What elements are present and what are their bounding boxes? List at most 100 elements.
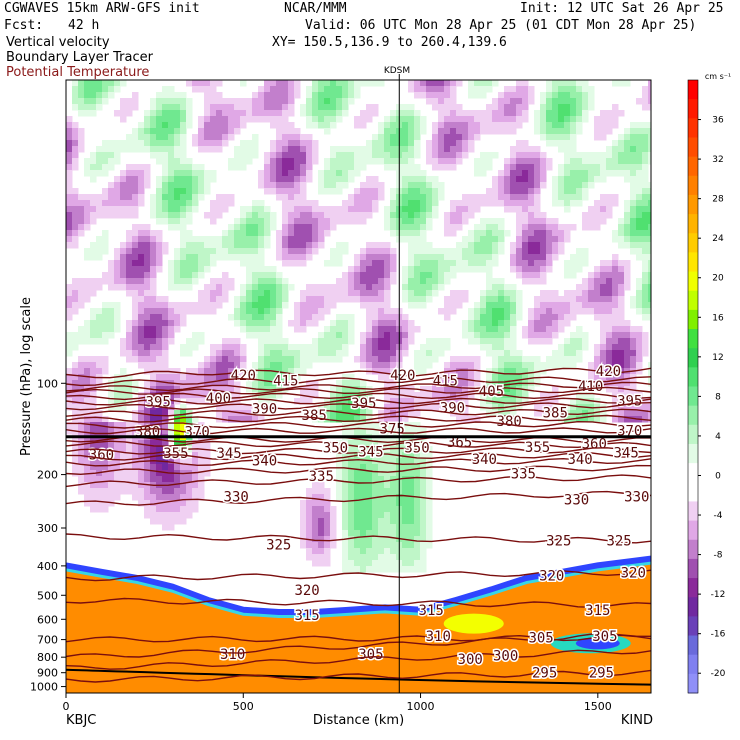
vv-cell <box>258 320 265 327</box>
vv-cell <box>204 254 211 261</box>
vv-cell <box>546 116 553 123</box>
vv-cell <box>648 146 651 153</box>
vv-cell <box>546 362 553 369</box>
vv-cell <box>468 122 475 129</box>
vv-cell <box>144 428 151 435</box>
vv-cell <box>246 266 253 273</box>
vv-cell <box>132 284 139 291</box>
vv-cell <box>636 200 643 207</box>
vv-cell <box>378 422 385 429</box>
vv-cell <box>480 224 487 231</box>
vv-cell <box>210 284 217 291</box>
vv-cell <box>72 188 79 195</box>
vv-cell <box>606 326 613 333</box>
vv-cell <box>414 518 421 525</box>
vv-cell <box>276 356 283 363</box>
vv-cell <box>450 206 457 213</box>
vv-cell <box>294 236 301 243</box>
vv-cell <box>114 464 121 471</box>
vv-cell <box>240 236 247 243</box>
vv-cell <box>186 428 193 435</box>
vv-cell <box>390 206 397 213</box>
vv-cell <box>408 122 415 129</box>
vv-cell <box>276 314 283 321</box>
colorbar-swatch <box>688 290 698 311</box>
vv-cell <box>468 134 475 141</box>
vv-cell <box>450 116 457 123</box>
vv-cell <box>414 278 421 285</box>
vv-cell <box>360 410 367 417</box>
vv-cell <box>90 494 97 501</box>
vv-cell <box>174 482 181 489</box>
vv-cell <box>558 320 565 327</box>
vv-cell <box>600 344 607 351</box>
vv-cell <box>534 212 541 219</box>
vv-cell <box>216 236 223 243</box>
vv-cell <box>162 386 169 393</box>
vv-cell <box>288 134 295 141</box>
vv-cell <box>354 560 361 567</box>
vv-cell <box>348 446 355 453</box>
vv-cell <box>192 134 199 141</box>
vv-cell <box>120 344 127 351</box>
vv-cell <box>624 410 631 417</box>
vv-cell <box>96 80 103 87</box>
vv-cell <box>390 542 397 549</box>
vv-cell <box>90 392 97 399</box>
vv-cell <box>102 326 109 333</box>
vv-cell <box>420 458 427 465</box>
vv-cell <box>132 314 139 321</box>
vv-cell <box>522 200 529 207</box>
vv-cell <box>648 182 651 189</box>
vv-cell <box>84 254 91 261</box>
vv-cell <box>360 146 367 153</box>
vv-cell <box>600 332 607 339</box>
vv-cell <box>336 116 343 123</box>
vv-cell <box>414 554 421 561</box>
vv-cell <box>498 98 505 105</box>
vv-cell <box>408 506 415 513</box>
vv-cell <box>624 140 631 147</box>
vv-cell <box>186 236 193 243</box>
vv-cell <box>504 86 511 93</box>
colorbar-tick-label: 16 <box>712 313 724 323</box>
vv-cell <box>438 308 445 315</box>
vv-cell <box>408 128 415 135</box>
vv-cell <box>252 200 259 207</box>
vv-cell <box>426 290 433 297</box>
org-label: NCAR/MMM <box>284 1 347 16</box>
vv-cell <box>528 338 535 345</box>
vv-cell <box>426 536 433 543</box>
vv-cell <box>210 218 217 225</box>
vv-cell <box>216 242 223 249</box>
vv-cell <box>138 122 145 129</box>
vv-cell <box>516 302 523 309</box>
vv-cell <box>198 164 205 171</box>
vv-cell <box>192 488 199 495</box>
vv-cell <box>66 212 73 219</box>
vv-cell <box>246 416 253 423</box>
vv-cell <box>450 380 457 387</box>
vv-cell <box>348 494 355 501</box>
vv-cell <box>276 290 283 297</box>
vv-cell <box>468 140 475 147</box>
vv-cell <box>600 170 607 177</box>
vv-cell <box>522 194 529 201</box>
vv-cell <box>162 446 169 453</box>
vv-cell <box>624 230 631 237</box>
vv-cell <box>408 452 415 459</box>
vv-cell <box>180 272 187 279</box>
vv-cell <box>414 368 421 375</box>
vv-cell <box>264 362 271 369</box>
vv-cell <box>612 326 619 333</box>
vv-cell <box>570 110 577 117</box>
vv-cell <box>114 260 121 267</box>
vv-cell <box>444 122 451 129</box>
vv-cell <box>126 170 133 177</box>
vv-cell <box>132 470 139 477</box>
vv-cell <box>282 152 289 159</box>
theta-365-line <box>66 436 651 444</box>
vv-cell <box>234 338 241 345</box>
vv-cell <box>144 392 151 399</box>
vv-cell <box>534 302 541 309</box>
